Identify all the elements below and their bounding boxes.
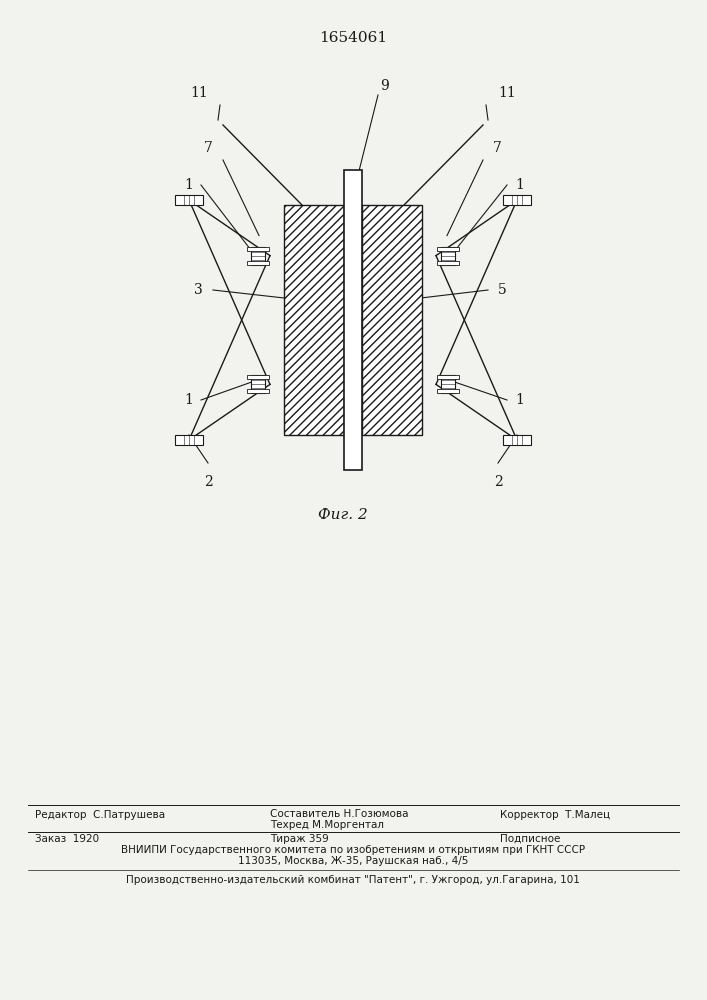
Polygon shape bbox=[344, 170, 362, 470]
Text: Заказ  1920: Заказ 1920 bbox=[35, 834, 99, 844]
Text: Корректор  Т.Малец: Корректор Т.Малец bbox=[500, 810, 610, 820]
Bar bbox=[247, 247, 269, 251]
Bar bbox=[503, 195, 531, 205]
Bar bbox=[441, 375, 455, 393]
Text: 11: 11 bbox=[190, 86, 208, 100]
Bar bbox=[247, 375, 269, 379]
Bar bbox=[437, 389, 459, 393]
Text: 2: 2 bbox=[493, 475, 503, 489]
Text: Редактор  С.Патрушева: Редактор С.Патрушева bbox=[35, 810, 165, 820]
Bar bbox=[247, 261, 269, 265]
Bar bbox=[247, 389, 269, 393]
Bar bbox=[441, 247, 455, 265]
Text: 1: 1 bbox=[515, 393, 524, 407]
Text: 3: 3 bbox=[194, 283, 203, 297]
Bar bbox=[251, 247, 265, 265]
Text: 11: 11 bbox=[498, 86, 515, 100]
Text: 1: 1 bbox=[184, 178, 193, 192]
Text: 7: 7 bbox=[204, 141, 213, 155]
Text: Производственно-издательский комбинат "Патент", г. Ужгород, ул.Гагарина, 101: Производственно-издательский комбинат "П… bbox=[126, 875, 580, 885]
Bar bbox=[175, 195, 203, 205]
Text: Составитель Н.Гозюмова: Составитель Н.Гозюмова bbox=[270, 809, 409, 819]
Bar bbox=[251, 375, 265, 393]
Polygon shape bbox=[284, 205, 344, 435]
Text: 2: 2 bbox=[204, 475, 212, 489]
Text: 1654061: 1654061 bbox=[319, 31, 387, 45]
Bar bbox=[437, 261, 459, 265]
Text: ВНИИПИ Государственного комитета по изобретениям и открытиям при ГКНТ СССР: ВНИИПИ Государственного комитета по изоб… bbox=[121, 845, 585, 855]
Text: 1: 1 bbox=[515, 178, 524, 192]
Text: Тираж 359: Тираж 359 bbox=[270, 834, 329, 844]
Bar bbox=[503, 435, 531, 445]
Text: 7: 7 bbox=[493, 141, 502, 155]
Polygon shape bbox=[362, 205, 422, 435]
Text: 9: 9 bbox=[380, 79, 389, 93]
Text: 5: 5 bbox=[498, 283, 507, 297]
Text: 1: 1 bbox=[184, 393, 193, 407]
Text: Техред М.Моргентал: Техред М.Моргентал bbox=[270, 820, 384, 830]
Text: Фиг. 2: Фиг. 2 bbox=[318, 508, 368, 522]
Bar bbox=[437, 247, 459, 251]
Text: 113035, Москва, Ж-35, Раушская наб., 4/5: 113035, Москва, Ж-35, Раушская наб., 4/5 bbox=[238, 856, 468, 866]
Bar bbox=[437, 375, 459, 379]
Bar bbox=[175, 435, 203, 445]
Text: Подписное: Подписное bbox=[500, 834, 561, 844]
